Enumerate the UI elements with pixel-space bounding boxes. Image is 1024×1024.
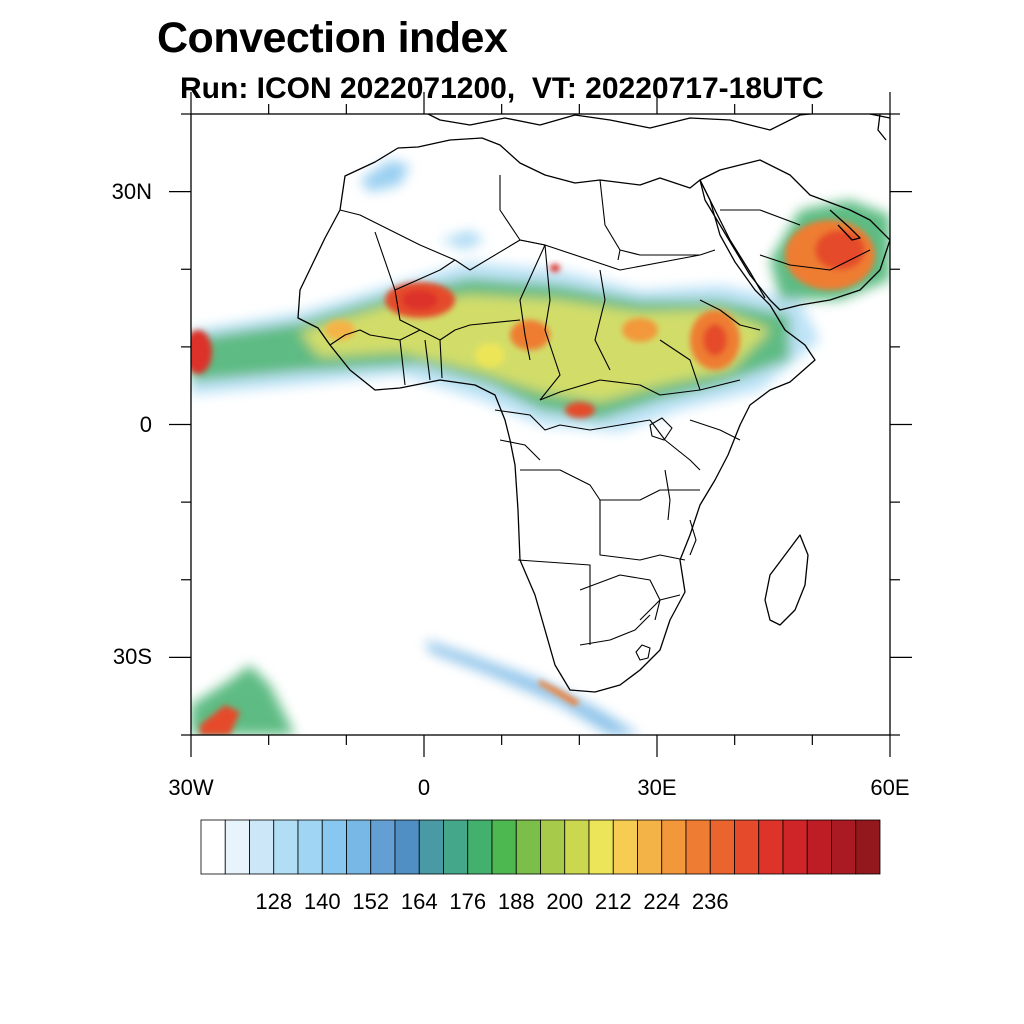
y-tick-label: 30S — [112, 644, 152, 670]
colorbar-label: 212 — [594, 889, 632, 914]
y-tick-label: 30N — [111, 178, 152, 204]
colorbar-box — [249, 819, 275, 875]
southern-ocean-band — [425, 640, 640, 735]
maghreb-patch — [360, 160, 410, 192]
x-tick-label: 30E — [637, 775, 677, 800]
colorbar-box — [831, 819, 857, 875]
caspian-sea — [877, 114, 887, 141]
x-tick-label: 60E — [870, 775, 910, 800]
x-tick-label: 30W — [168, 775, 214, 800]
colorbar-label: 236 — [691, 889, 729, 914]
y-tick-label: 0 — [139, 411, 152, 437]
colorbar-label: 164 — [400, 889, 438, 914]
colorbar-label: 200 — [546, 889, 584, 914]
colorbar-box — [394, 819, 420, 875]
colorbar-label: 224 — [643, 889, 681, 914]
map-subtitle: Run: ICON 2022071200, VT: 20220717-18UTC — [180, 72, 824, 105]
colorbar-box — [758, 819, 784, 875]
colorbar-label: 140 — [303, 889, 341, 914]
colorbar-box — [806, 819, 832, 875]
madagascar — [764, 534, 809, 626]
map-title: Convection index — [157, 14, 508, 62]
colorbar-box — [467, 819, 493, 875]
colorbar-box — [491, 819, 517, 875]
colorbar-box — [540, 819, 566, 875]
x-tick-label: 0 — [417, 775, 431, 800]
colorbar-label: 188 — [497, 889, 535, 914]
axis-ticks — [169, 92, 912, 757]
atlantic-hotspot — [191, 330, 212, 374]
colorbar-box — [418, 819, 444, 875]
colorbar-label: 176 — [449, 889, 487, 914]
colorbar-box — [443, 819, 469, 875]
colorbar-box — [685, 819, 711, 875]
persian-gulf — [829, 209, 861, 241]
colorbar-box — [588, 819, 614, 875]
colorbar-box — [564, 819, 590, 875]
colorbar-box — [200, 819, 226, 875]
colorbar-box — [370, 819, 396, 875]
colorbar — [200, 819, 881, 875]
colorbar-box — [321, 819, 347, 875]
convection-field — [191, 160, 890, 735]
colorbar-box — [346, 819, 372, 875]
colorbar-box — [224, 819, 250, 875]
colorbar-box — [273, 819, 299, 875]
colorbar-box — [709, 819, 735, 875]
lakes — [649, 417, 697, 556]
country-borders — [329, 175, 871, 661]
colorbar-box — [734, 819, 760, 875]
colorbar-label: 128 — [255, 889, 293, 914]
colorbar-box — [661, 819, 687, 875]
colorbar-box — [515, 819, 541, 875]
sahara-patch — [440, 230, 485, 250]
colorbar-box — [612, 819, 638, 875]
arabia-coastline — [699, 159, 890, 311]
europe-coast — [426, 114, 890, 131]
colorbar-label: 152 — [352, 889, 390, 914]
coastlines-borders — [297, 114, 890, 693]
colorbar-box — [637, 819, 663, 875]
colorbar-box — [855, 819, 881, 875]
red-sea-line — [699, 179, 766, 299]
colorbar-box — [297, 819, 323, 875]
colorbar-box — [782, 819, 808, 875]
